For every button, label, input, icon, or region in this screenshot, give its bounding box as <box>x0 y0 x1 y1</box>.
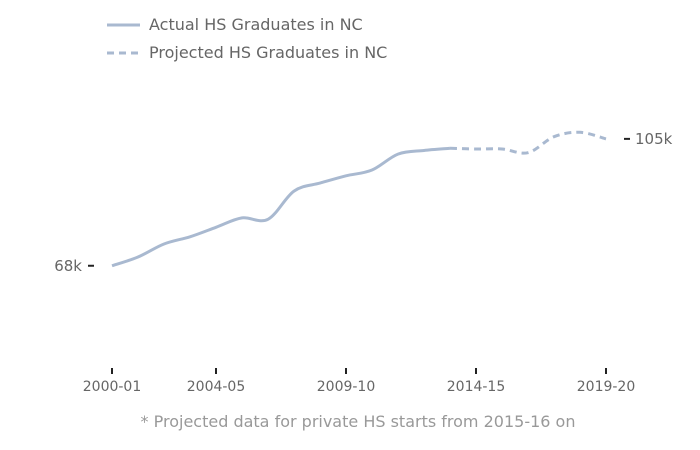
x-axis: 2000-01 2004-05 2009-10 2014-15 2019-20 <box>83 368 636 395</box>
x-tick-label: 2019-20 <box>577 379 636 395</box>
x-tick-label: 2009-10 <box>317 379 376 395</box>
actual-series-line <box>111 146 451 268</box>
legend: Actual HS Graduates in NC Projected HS G… <box>107 15 387 62</box>
projected-series-line <box>449 130 607 155</box>
value-label-end: 105k <box>635 130 673 148</box>
x-tick-label: 2004-05 <box>187 379 246 395</box>
value-label-start: 68k <box>54 257 82 275</box>
x-tick-label: 2014-15 <box>447 379 506 395</box>
legend-label-actual: Actual HS Graduates in NC <box>149 15 363 34</box>
x-tick-label: 2000-01 <box>83 379 142 395</box>
legend-label-projected: Projected HS Graduates in NC <box>149 43 387 62</box>
series-layer <box>111 130 607 268</box>
footnote: * Projected data for private HS starts f… <box>141 412 576 431</box>
value-label-layer: 68k 105k <box>54 130 672 275</box>
